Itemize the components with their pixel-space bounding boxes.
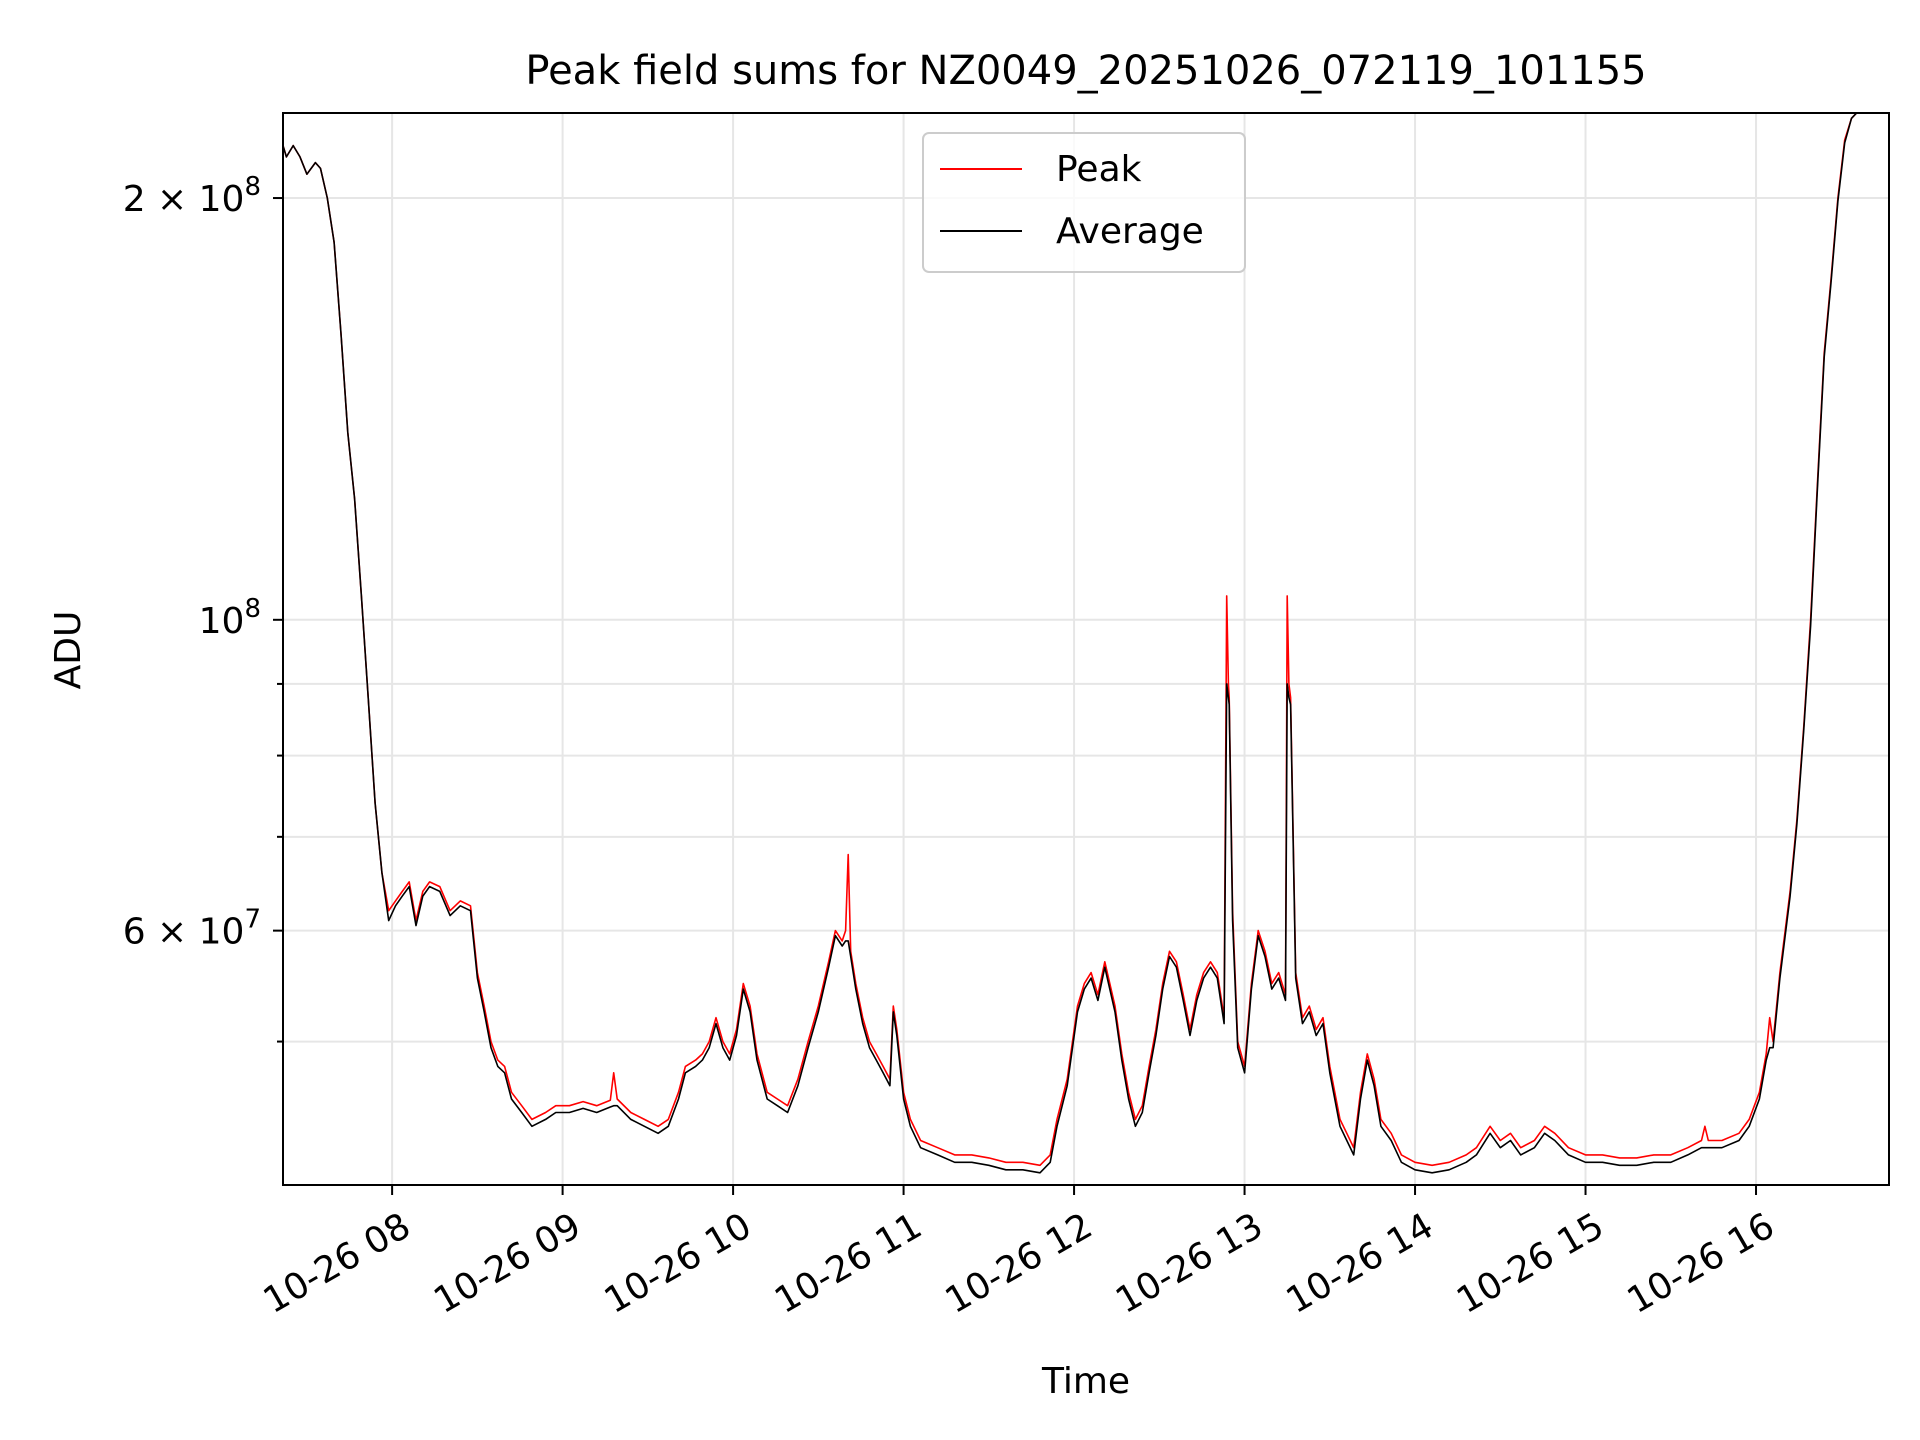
series-line-peak [283,113,1858,1167]
y-tick-label: 6 × 107 [123,905,261,953]
y-tick-label: 2 × 108 [123,172,261,220]
legend-label-average: Average [1056,211,1204,252]
legend-frame [922,132,1246,273]
x-axis-label: Time [1041,1361,1130,1402]
plot-frame [282,112,1890,1186]
legend: Peak Average [922,132,1246,273]
chart-title: Peak field sums for NZ0049_20251026_0721… [525,48,1646,94]
legend-label-peak: Peak [1056,149,1142,190]
y-tick-label: 108 [199,594,261,642]
grid-lines [283,113,1889,1185]
y-axis: 6 × 107 108 2 × 108 [123,172,283,1043]
y-axis-label: ADU [48,611,89,690]
series-layer [283,113,1858,1174]
series-line-average [283,113,1858,1174]
